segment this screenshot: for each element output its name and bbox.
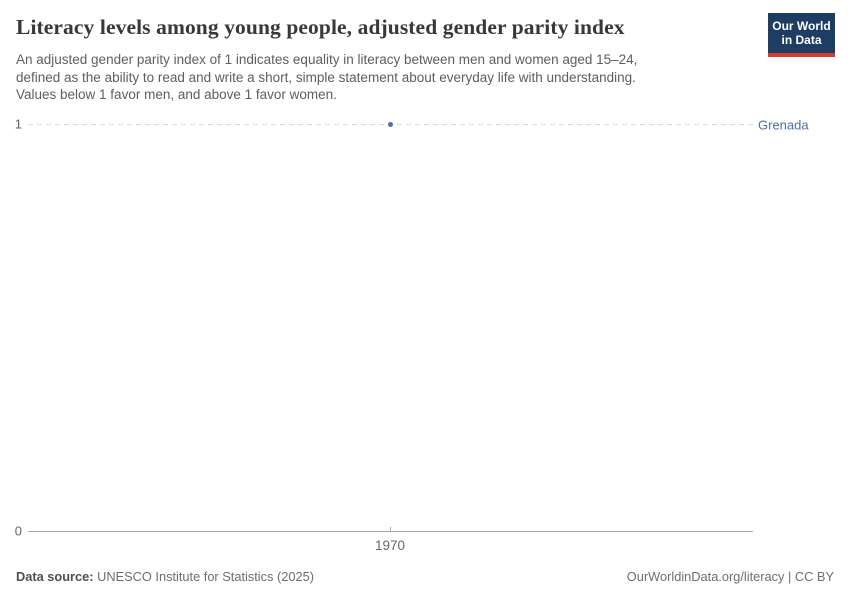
x-axis-tick-label-1970: 1970 — [374, 538, 406, 553]
subtitle-line: Values below 1 favor men, and above 1 fa… — [16, 87, 337, 102]
license-link[interactable]: OurWorldinData.org/literacy | CC BY — [626, 569, 834, 584]
chart-footer: Data source: UNESCO Institute for Statis… — [16, 569, 834, 584]
owid-logo[interactable]: Our World in Data — [768, 13, 835, 57]
owid-logo-line2: in Data — [781, 33, 822, 47]
data-source-text: UNESCO Institute for Statistics (2025) — [93, 569, 314, 584]
entity-label-grenada[interactable]: Grenada — [758, 117, 809, 133]
page-title: Literacy levels among young people, adju… — [16, 15, 625, 39]
owid-logo-line1: Our World — [772, 19, 831, 33]
x-axis-tick-mark-1970 — [390, 527, 391, 532]
chart-subtitle: An adjusted gender parity index of 1 ind… — [16, 51, 736, 104]
y-axis-tick-0: 0 — [14, 523, 22, 539]
data-source-note: Data source: UNESCO Institute for Statis… — [16, 569, 314, 584]
subtitle-line: An adjusted gender parity index of 1 ind… — [16, 52, 638, 67]
y-axis-tick-1: 1 — [14, 116, 22, 132]
data-point-grenada-1970[interactable] — [388, 122, 393, 127]
subtitle-line: defined as the ability to read and write… — [16, 69, 636, 85]
data-source-label: Data source: — [16, 569, 94, 584]
